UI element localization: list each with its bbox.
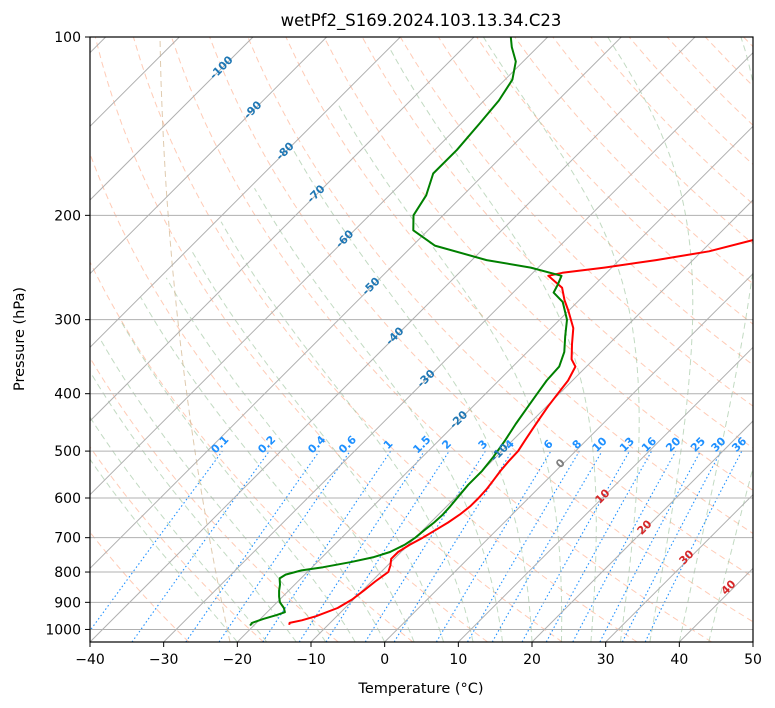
- y-tick-label: 600: [54, 491, 81, 507]
- isotherm-line: [90, 37, 549, 496]
- moist-adiabats: [90, 37, 753, 642]
- isotherm-line: [90, 37, 401, 349]
- moist-adiabat-line: [100, 340, 327, 642]
- dry-adiabat-line: [323, 37, 753, 491]
- moist-adiabat-line: [119, 319, 356, 642]
- isobars: [90, 37, 753, 630]
- dry-adiabat-line: [132, 37, 638, 642]
- lcl-curves: [159, 37, 231, 642]
- isotherm-line: [90, 37, 622, 570]
- x-axis-label: Temperature (°C): [357, 681, 483, 697]
- isotherm-line: [531, 420, 753, 642]
- dry-adiabat-line: [247, 37, 753, 578]
- dry-adiabat-line: [514, 37, 753, 285]
- y-tick-label: 200: [54, 208, 81, 224]
- x-tick-label: −20: [223, 652, 253, 668]
- y-axis-ticks: 100 200 300 400 500 600 700 800 900 1000: [45, 30, 90, 638]
- moist-adiabat-line: [292, 149, 533, 642]
- moist-adiabat-line: [678, 37, 753, 642]
- x-tick-label: −40: [75, 652, 105, 668]
- x-tick-label: 10: [449, 652, 467, 668]
- x-tick-label: −30: [149, 652, 179, 668]
- series-group: [249, 37, 753, 627]
- dry-adiabat-line: [476, 37, 753, 325]
- dry-adiabat-line: [171, 37, 712, 642]
- y-tick-label: 400: [54, 387, 81, 403]
- x-tick-label: −10: [296, 652, 326, 668]
- isotherm-line: [236, 125, 753, 642]
- y-axis-label: Pressure (hPa): [12, 287, 28, 391]
- isotherm-line: [90, 37, 328, 275]
- isotherm-line: [605, 493, 753, 642]
- y-tick-label: 300: [54, 313, 81, 329]
- y-tick-label: 700: [54, 531, 81, 547]
- plot-frame: [89, 36, 754, 643]
- y-tick-label: 900: [54, 595, 81, 611]
- x-tick-label: 40: [670, 652, 688, 668]
- dry-adiabats: [90, 37, 753, 642]
- x-axis-ticks: −40 −30 −20 −10 0 10 20 30 40 50: [75, 642, 762, 668]
- dry-adiabat-line: [90, 356, 339, 642]
- dry-adiabat-line: [90, 260, 414, 642]
- isotherm-line: [163, 51, 753, 642]
- moist-adiabat-line: [482, 37, 640, 642]
- moist-adiabat-line: [254, 187, 503, 642]
- moist-adiabat-line: [191, 251, 445, 642]
- y-tick-label: 100: [54, 30, 81, 46]
- y-tick-label: 500: [54, 444, 81, 460]
- y-tick-label: 800: [54, 565, 81, 581]
- isotherm-line: [752, 641, 753, 642]
- dry-adiabat-line: [90, 446, 264, 642]
- temperature-line: [288, 239, 753, 626]
- chart-title: wetPf2_S169.2024.103.13.34.C23: [281, 11, 562, 31]
- moist-adiabat-line: [165, 277, 415, 642]
- plot-background: [90, 37, 753, 642]
- isotherm-line: [90, 37, 696, 642]
- moist-adiabat-line: [140, 297, 386, 642]
- plot-area: [90, 37, 753, 642]
- x-tick-label: 20: [523, 652, 541, 668]
- x-tick-label: 30: [597, 652, 615, 668]
- isotherm-line: [384, 272, 753, 642]
- dry-adiabat-line: [285, 37, 753, 535]
- moist-adiabat-line: [90, 416, 268, 642]
- x-tick-label: 50: [744, 652, 762, 668]
- moist-adiabat-line: [389, 49, 597, 642]
- isotherms: [90, 37, 753, 642]
- isotherm-line: [90, 37, 475, 422]
- dewpoint-line: [249, 37, 568, 627]
- moist-adiabat-line: [337, 104, 563, 642]
- dry-adiabat-line: [209, 37, 753, 623]
- y-tick-label: 1000: [45, 622, 81, 638]
- moist-adiabat-line: [708, 466, 753, 642]
- x-tick-label: 0: [380, 652, 389, 668]
- lcl-curve-line: [159, 37, 231, 642]
- isotherm-line: [457, 346, 753, 642]
- moist-adiabat-line: [90, 458, 238, 642]
- moist-adiabat-line: [607, 37, 694, 642]
- moist-adiabat-line: [220, 221, 474, 642]
- isotherm-line: [90, 37, 254, 201]
- dry-adiabat-line: [94, 37, 563, 642]
